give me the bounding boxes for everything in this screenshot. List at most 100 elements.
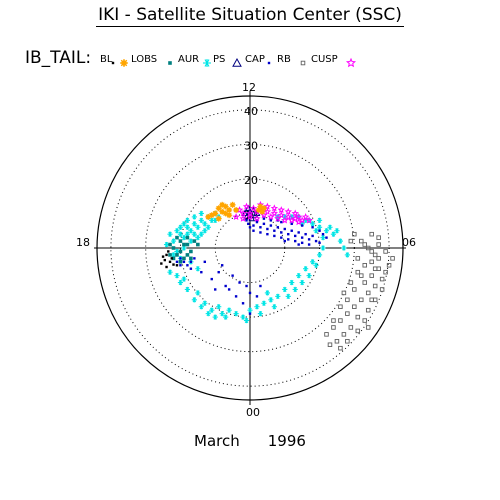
point-star bbox=[284, 207, 292, 215]
point-rb bbox=[252, 229, 255, 232]
point-ps bbox=[195, 266, 201, 272]
point-star bbox=[246, 213, 254, 221]
point-rb bbox=[193, 257, 196, 260]
point-rb bbox=[287, 232, 290, 236]
point-rb bbox=[179, 257, 182, 260]
point-ps bbox=[226, 307, 232, 313]
point-rb bbox=[325, 236, 328, 239]
point-rb bbox=[189, 267, 193, 270]
point-ps bbox=[306, 273, 312, 279]
point-ps bbox=[209, 217, 215, 223]
point-ps bbox=[202, 228, 208, 234]
point-star bbox=[301, 213, 310, 221]
point-cusp bbox=[376, 242, 381, 247]
point-cusp bbox=[355, 328, 361, 334]
point-rb bbox=[200, 270, 203, 274]
point-aur bbox=[185, 242, 190, 247]
point-rb bbox=[300, 224, 304, 227]
point-ps bbox=[212, 314, 218, 320]
legend-marker-star bbox=[345, 57, 357, 68]
point-star bbox=[263, 207, 272, 215]
point-rb bbox=[290, 222, 293, 226]
grid-ring-40 bbox=[110, 109, 390, 387]
point-star bbox=[291, 209, 299, 217]
point-star bbox=[294, 218, 303, 226]
point-aur bbox=[182, 256, 186, 261]
point-cusp bbox=[352, 304, 357, 309]
radial-tick-40: 40 bbox=[244, 105, 258, 118]
point-ps bbox=[205, 311, 211, 317]
point-rb bbox=[238, 281, 241, 284]
point-rb bbox=[248, 226, 252, 229]
point-rb bbox=[311, 226, 314, 229]
point-rb bbox=[234, 295, 238, 298]
point-rb bbox=[294, 234, 297, 238]
point-rb bbox=[231, 274, 234, 277]
point-star bbox=[288, 216, 296, 224]
point-ps bbox=[181, 276, 187, 282]
point-rb bbox=[273, 229, 276, 232]
point-rb bbox=[245, 284, 248, 288]
point-cusp bbox=[348, 325, 354, 330]
point-aur bbox=[175, 235, 179, 240]
angle-label-left: 18 bbox=[76, 236, 90, 249]
point-bl bbox=[175, 264, 179, 267]
point-aur bbox=[185, 235, 190, 240]
point-rb bbox=[294, 239, 297, 243]
point-rb bbox=[247, 222, 250, 226]
legend-marker-rb bbox=[267, 61, 271, 65]
point-cusp bbox=[365, 245, 371, 251]
point-ps bbox=[191, 297, 197, 303]
point-rb bbox=[179, 264, 182, 267]
series-aur bbox=[168, 235, 200, 264]
point-star bbox=[270, 204, 279, 212]
point-ps bbox=[188, 228, 194, 234]
point-ps bbox=[191, 221, 197, 227]
point-ps bbox=[184, 286, 191, 293]
point-rb bbox=[189, 260, 193, 264]
point-ps bbox=[198, 304, 204, 310]
legend-label-lobs: LOBS bbox=[131, 54, 158, 65]
legend-markers bbox=[111, 57, 357, 68]
point-rb bbox=[269, 224, 273, 227]
point-ps bbox=[292, 286, 298, 293]
point-aur bbox=[168, 253, 172, 257]
point-ps bbox=[167, 231, 173, 237]
point-ps bbox=[243, 317, 250, 324]
point-cusp bbox=[383, 269, 388, 275]
point-cusp bbox=[362, 280, 368, 285]
point-rb bbox=[259, 226, 262, 229]
point-rb bbox=[220, 264, 224, 267]
point-lobs bbox=[215, 205, 222, 212]
point-bl bbox=[172, 263, 175, 266]
point-rb bbox=[259, 231, 262, 234]
point-star bbox=[239, 209, 247, 217]
point-ps bbox=[240, 314, 246, 320]
point-rb bbox=[248, 291, 252, 295]
point-star bbox=[277, 211, 286, 219]
point-lobs bbox=[222, 210, 229, 217]
point-bl bbox=[163, 258, 167, 262]
point-cusp bbox=[327, 342, 333, 347]
radial-tick-30: 30 bbox=[244, 139, 258, 152]
point-ps bbox=[344, 252, 350, 258]
legend-marker-bl bbox=[111, 61, 115, 65]
point-cusp bbox=[386, 263, 392, 268]
point-cusp bbox=[359, 297, 364, 303]
point-star bbox=[305, 216, 313, 224]
point-cusp bbox=[376, 256, 381, 261]
point-ps bbox=[257, 311, 264, 317]
point-lobs bbox=[229, 201, 236, 208]
point-ps bbox=[191, 231, 197, 237]
point-cusp bbox=[372, 283, 378, 289]
point-bl bbox=[165, 265, 168, 269]
point-rb bbox=[280, 231, 283, 234]
point-lobs bbox=[219, 201, 226, 208]
point-rb bbox=[262, 217, 266, 220]
point-star bbox=[242, 202, 251, 210]
point-rb bbox=[255, 295, 259, 298]
point-rb bbox=[214, 288, 217, 291]
point-ps bbox=[195, 290, 201, 296]
point-cusp bbox=[345, 297, 350, 303]
